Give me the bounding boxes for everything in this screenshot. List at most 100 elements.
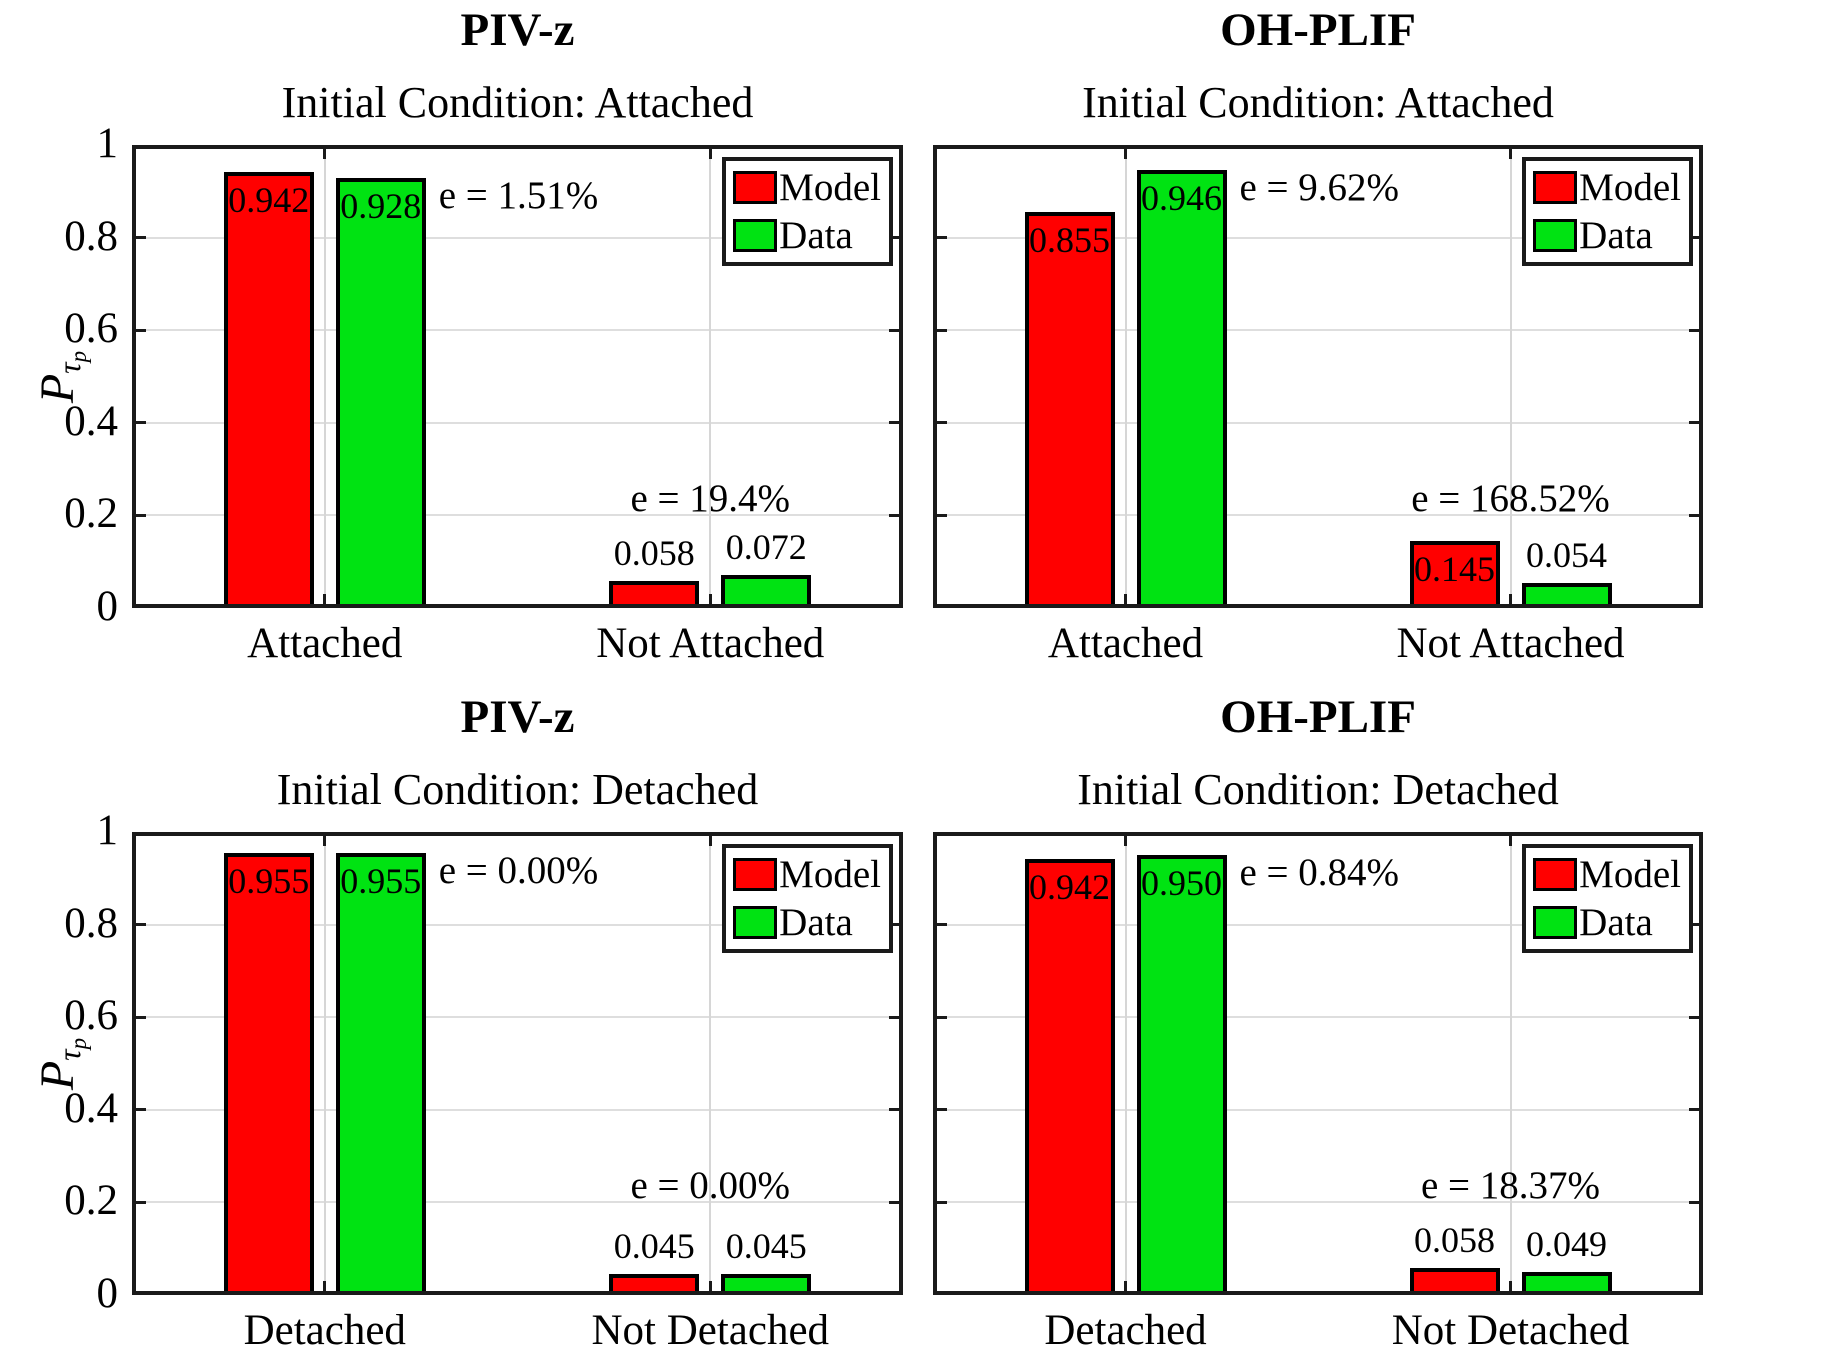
- tick-mark: [933, 923, 947, 927]
- tick-mark: [1689, 1200, 1703, 1204]
- tick-mark: [889, 1015, 903, 1019]
- bar-value-label: 0.045: [725, 1226, 807, 1267]
- y-tick-label: 1: [96, 807, 119, 854]
- tick-mark: [708, 1281, 712, 1295]
- bar-model: [609, 1274, 700, 1295]
- legend-swatch-data: [1533, 906, 1578, 939]
- tick-mark: [1124, 832, 1127, 846]
- legend-item: Data: [1533, 902, 1681, 943]
- legend-swatch-model: [733, 858, 778, 891]
- grid-line-horizontal: [933, 1108, 1703, 1111]
- tick-mark: [132, 236, 146, 240]
- bar-value-label: 0.942: [1029, 866, 1110, 907]
- tick-mark: [889, 513, 903, 517]
- legend-item-label: Model: [1579, 166, 1681, 209]
- tick-mark: [132, 1015, 146, 1019]
- error-annotation: e = 0.84%: [1239, 851, 1400, 895]
- y-tick-label: 1: [96, 120, 119, 167]
- tick-mark: [708, 145, 712, 159]
- panel-subtitle: Initial Condition: Attached: [281, 78, 754, 127]
- y-axis-label-subsub: p: [66, 1037, 91, 1049]
- legend-swatch-model: [1533, 171, 1578, 204]
- tick-mark: [1689, 1108, 1703, 1112]
- x-tick-label: Detached: [243, 1307, 406, 1354]
- tick-mark: [933, 421, 947, 425]
- panel-suptitle: PIV-z: [460, 4, 575, 56]
- bar-value-label: 0.955: [228, 860, 310, 901]
- legend-item-label: Model: [779, 853, 881, 896]
- tick-mark: [933, 1108, 947, 1112]
- legend: Model Data: [1522, 157, 1693, 266]
- legend-swatch-data: [733, 219, 778, 252]
- panel-oh-plif-detached: OH-PLIF Initial Condition: Detached 0.94…: [933, 691, 1703, 1353]
- grid-line-horizontal: [933, 421, 1703, 424]
- grid-line-vertical: [1124, 832, 1127, 1295]
- panel-piv-z-detached: PIV-z Initial Condition: Detached 0.955 0…: [31, 691, 903, 1353]
- y-tick-label: 0.4: [64, 1084, 118, 1132]
- bar-value-label: 0.145: [1414, 548, 1495, 589]
- bar-model: [1024, 212, 1115, 608]
- bar-value-label: 0.058: [613, 533, 695, 574]
- tick-mark: [708, 594, 712, 608]
- legend-item-label: Model: [779, 166, 881, 209]
- grid-line-horizontal: [933, 923, 1703, 926]
- y-axis-label-sub: τ: [50, 1048, 87, 1061]
- bar-data: [1521, 1272, 1612, 1295]
- y-axis-label-subsub: p: [66, 350, 91, 362]
- bar-value-label: 0.049: [1526, 1224, 1607, 1265]
- legend-item: Data: [733, 902, 881, 943]
- plot-area: 0.855 0.946 e = 9.62% 0.145 0.054 e = 168.52%…: [933, 145, 1703, 666]
- grid-line-vertical: [1509, 832, 1512, 1295]
- grid-line-vertical: [709, 145, 712, 608]
- legend-item: Model: [733, 854, 881, 895]
- tick-mark: [933, 513, 947, 517]
- bar-model: [1024, 858, 1115, 1295]
- y-tick-label: 0: [96, 583, 119, 630]
- tick-mark: [1509, 1281, 1512, 1295]
- legend-item-label: Data: [779, 901, 853, 944]
- tick-mark: [132, 1108, 146, 1112]
- panel-oh-plif-attached: OH-PLIF Initial Condition: Attached 0.85…: [933, 4, 1703, 666]
- tick-mark: [933, 328, 947, 332]
- error-annotation: e = 9.62%: [1239, 166, 1400, 209]
- grid-line-horizontal: [132, 1108, 903, 1111]
- bar-value-label: 0.045: [613, 1226, 695, 1267]
- grid-line-vertical: [1124, 145, 1127, 608]
- grid-line-horizontal: [132, 1201, 903, 1204]
- panel-suptitle: PIV-z: [460, 691, 575, 743]
- legend-item: Model: [733, 167, 881, 208]
- bar-model: [223, 171, 314, 608]
- tick-mark: [933, 1015, 947, 1019]
- bar-data: [1521, 583, 1612, 608]
- error-annotation: e = 0.00%: [630, 1164, 791, 1208]
- legend-item: Model: [1533, 854, 1681, 895]
- tick-mark: [1509, 832, 1512, 846]
- y-tick-label: 0.2: [64, 490, 118, 538]
- legend: Model Data: [722, 157, 893, 266]
- y-axis-label-main: P: [30, 1060, 84, 1090]
- grid-line-horizontal: [933, 514, 1703, 517]
- grid-line-horizontal: [132, 1016, 903, 1019]
- tick-mark: [933, 236, 947, 240]
- bar-data: [335, 852, 426, 1295]
- legend-item-label: Data: [1579, 214, 1653, 257]
- y-axis-label-main: P: [30, 373, 84, 403]
- tick-mark: [1509, 594, 1512, 608]
- bar-value-label: 0.950: [1141, 863, 1222, 904]
- tick-mark: [889, 1200, 903, 1204]
- grid-line-horizontal: [933, 1016, 1703, 1019]
- plot-area: 0.942 0.928 e = 1.51% 0.058 0.072 e = 19.4% At…: [31, 120, 903, 666]
- grid-line-horizontal: [933, 236, 1703, 239]
- legend-item-label: Data: [1579, 901, 1653, 944]
- y-tick-label: 0: [96, 1270, 119, 1317]
- x-tick-label: Attached: [247, 620, 403, 667]
- tick-mark: [1124, 594, 1127, 608]
- tick-mark: [1689, 513, 1703, 517]
- legend: Model Data: [722, 844, 893, 953]
- panel-suptitle: OH-PLIF: [1220, 691, 1416, 743]
- tick-mark: [1124, 1281, 1127, 1295]
- panel-subtitle: Initial Condition: Detached: [276, 765, 759, 814]
- x-tick-label: Not Detached: [1391, 1307, 1630, 1354]
